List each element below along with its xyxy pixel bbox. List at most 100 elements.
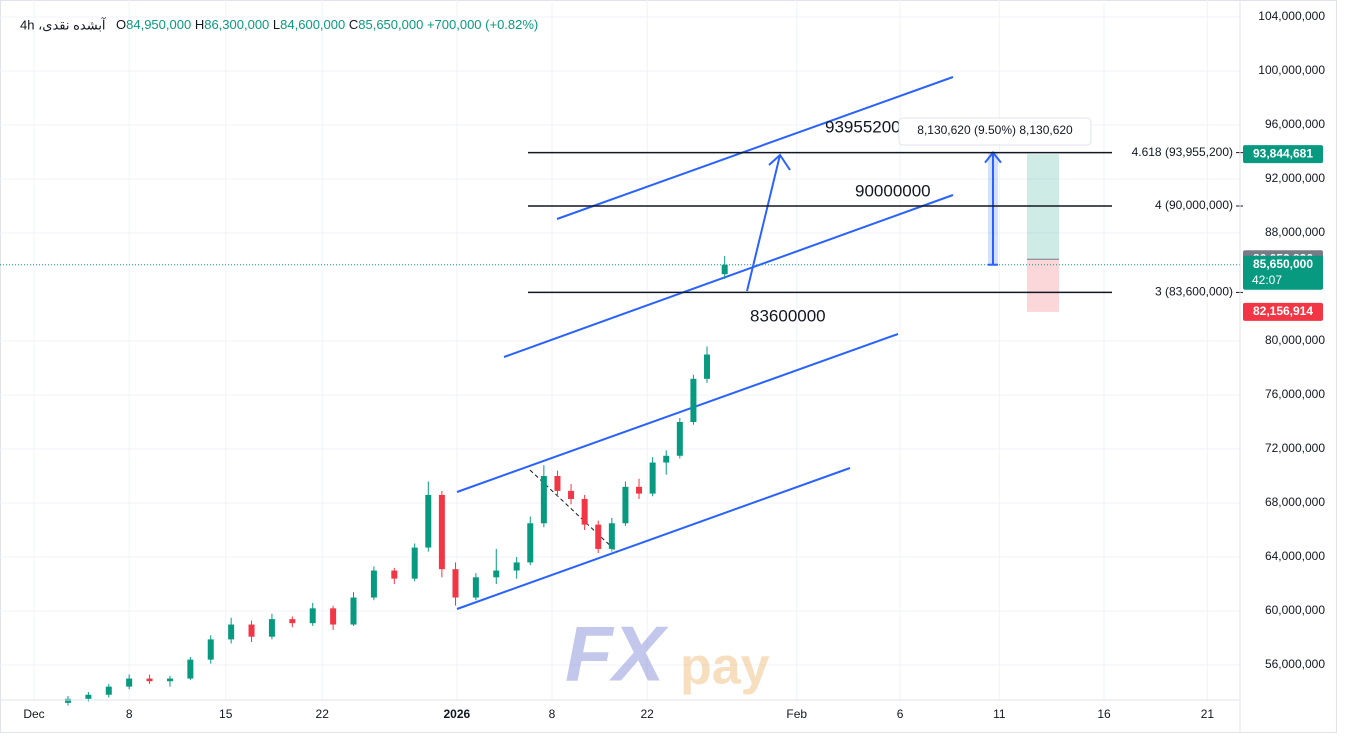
candle-body: [85, 694, 92, 699]
candle: [513, 557, 520, 579]
candle-body: [663, 455, 670, 463]
dashed-line: [529, 469, 618, 553]
y-tick-label: 72,000,000: [1265, 441, 1325, 455]
arrow: [746, 153, 791, 292]
candle: [166, 675, 173, 687]
annotation: 93955200: [825, 117, 901, 136]
candle: [636, 478, 643, 499]
price-badge: [1243, 302, 1323, 321]
x-tick-label: 16: [1097, 707, 1111, 721]
candle: [676, 417, 683, 459]
grid: [0, 0, 1240, 700]
candle: [690, 374, 697, 425]
channel-line: [456, 333, 899, 493]
x-tick-label: 21: [1201, 707, 1215, 721]
y-tick-label: 60,000,000: [1265, 603, 1325, 617]
y-tick-label: 100,000,000: [1258, 63, 1325, 77]
candle-body: [527, 523, 534, 563]
candle: [289, 616, 296, 628]
ohlc-value: 84,950,000: [126, 17, 191, 32]
price-badge: [1243, 255, 1323, 290]
candle-body: [425, 494, 432, 548]
candle-body: [228, 624, 235, 640]
channel-line: [456, 467, 851, 610]
watermark: FX pay: [565, 610, 770, 698]
candle-body: [568, 490, 575, 499]
candle: [493, 548, 500, 585]
x-tick-label: 8: [126, 707, 133, 721]
candle-body: [64, 698, 71, 703]
candle: [105, 683, 112, 698]
ohlc-key: O: [116, 17, 126, 32]
x-tick-label: 22: [641, 707, 655, 721]
ohlc-value: 84,600,000: [280, 17, 345, 32]
candle-body: [595, 524, 602, 549]
price-badge-label: 93,844,681: [1253, 146, 1313, 160]
level-label: 4.618 (93,955,200): [1132, 145, 1233, 159]
ohlc-value: 85,650,000: [358, 17, 423, 32]
candle: [207, 635, 214, 664]
y-tick-label: 92,000,000: [1265, 171, 1325, 185]
candle: [438, 490, 445, 578]
candle: [663, 450, 670, 475]
header: آبشده نقدی، 4h O84,950,000 H86,300,000 L…: [20, 16, 538, 32]
measure-box: [898, 117, 1092, 146]
change: +700,000 (+0.82%): [427, 17, 538, 32]
y-tick-label: 76,000,000: [1265, 387, 1325, 401]
x-tick-label: 15: [219, 707, 233, 721]
annotation: 83600000: [750, 306, 826, 325]
ohlc-key: L: [273, 17, 280, 32]
ohlc-key: H: [195, 17, 204, 32]
watermark-fx: FX: [565, 610, 669, 698]
candle-body: [472, 577, 479, 598]
candle: [554, 470, 561, 497]
y-tick-label: 64,000,000: [1265, 549, 1325, 563]
frame: [0, 0, 1337, 733]
candle: [411, 543, 418, 582]
y-tick-label: 68,000,000: [1265, 495, 1325, 509]
candle: [527, 516, 534, 566]
candle-body: [391, 570, 398, 579]
watermark-pay: pay: [680, 638, 770, 696]
symbol: آبشده نقدی، 4h: [20, 16, 107, 32]
candle-body: [721, 264, 728, 275]
candle-body: [166, 678, 173, 682]
x-tick-label: 22: [316, 707, 330, 721]
candle-body: [704, 354, 711, 379]
y-tick-label: 56,000,000: [1265, 657, 1325, 671]
drawings: [456, 76, 954, 610]
channel-line: [556, 76, 954, 220]
candle-body: [690, 378, 697, 423]
candle: [649, 457, 656, 497]
candle: [622, 481, 629, 526]
x-tick-label: Feb: [786, 707, 807, 721]
candle: [268, 613, 275, 640]
candle-body: [248, 624, 255, 637]
ohlc-key: C: [349, 17, 358, 32]
y-tick-label: 88,000,000: [1265, 225, 1325, 239]
candle: [228, 617, 235, 644]
candle-body: [330, 608, 337, 625]
candle-body: [289, 619, 296, 624]
ohlc-value: 86,300,000: [204, 17, 269, 32]
candle-body: [540, 476, 547, 524]
x-tick-label: Dec: [23, 707, 44, 721]
countdown: 42:07: [1252, 273, 1282, 287]
candle: [391, 567, 398, 585]
candle: [704, 346, 711, 383]
candle-body: [105, 686, 112, 695]
candle: [64, 696, 71, 706]
candle: [540, 465, 547, 528]
candle-body: [649, 462, 656, 494]
candle-body: [513, 562, 520, 571]
annotation: 90000000: [855, 181, 931, 200]
candle-body: [411, 547, 418, 579]
level-label: 3 (83,600,000): [1155, 285, 1233, 299]
candle: [452, 562, 459, 606]
y-tick-label: 96,000,000: [1265, 117, 1325, 131]
candle: [472, 573, 479, 601]
candle-body: [622, 486, 629, 524]
annotations: 93955200 90000000 83600000 8,130,620 (9.…: [750, 117, 1092, 325]
candle-body: [636, 486, 643, 494]
